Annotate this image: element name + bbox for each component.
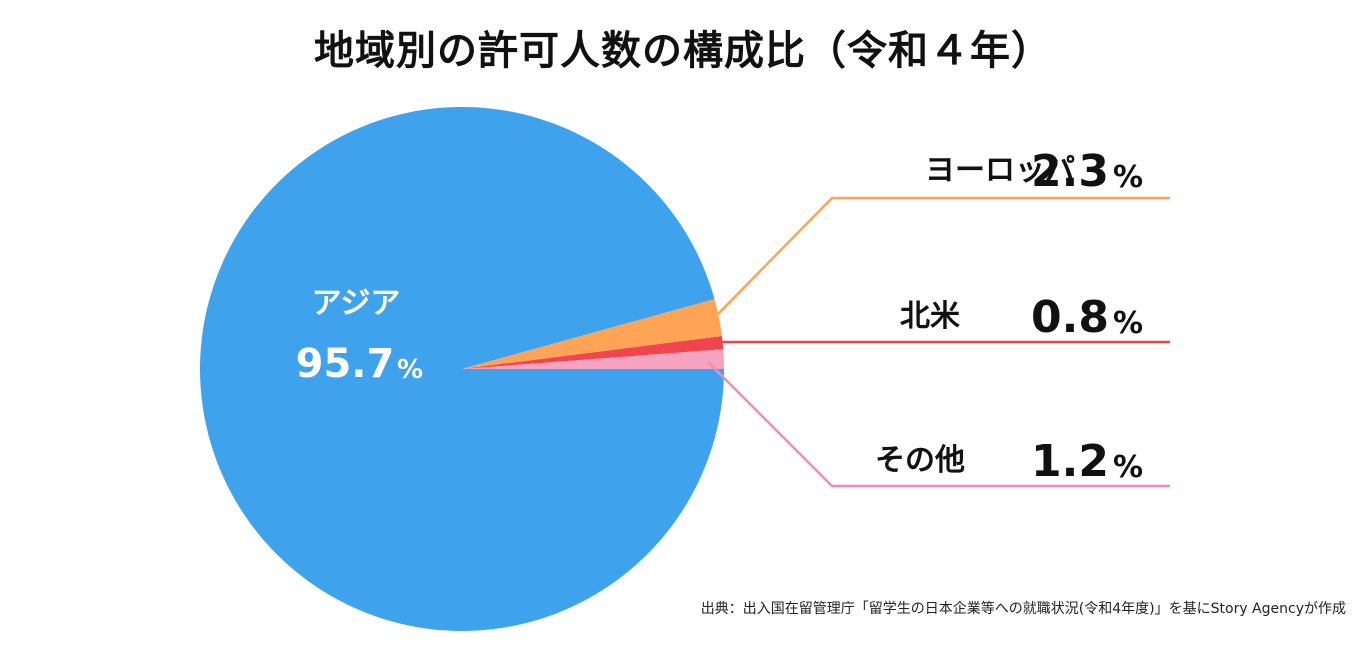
pie-slice-other <box>462 349 724 369</box>
data-label-other: 1.2 <box>1031 436 1109 487</box>
pie-slice-asia <box>200 106 725 631</box>
leader-line-other <box>707 361 1170 488</box>
legend-label-europe: ヨーロッパ <box>925 153 1075 188</box>
data-label-north-america: 0.8 <box>1031 292 1109 343</box>
pie-slice-europe <box>462 299 722 369</box>
data-unit-other: % <box>1113 450 1143 485</box>
source-note: 出典：出入国在留管理庁「留学生の日本企業等への就職状況(令和4年度)」を基にSt… <box>700 601 1346 617</box>
slice-unit-asia: % <box>397 355 423 385</box>
data-unit-europe: % <box>1113 160 1143 195</box>
data-label-europe: 2.3 <box>1031 146 1109 197</box>
leader-line-europe <box>717 196 1170 315</box>
slice-label-asia: アジア <box>312 286 401 321</box>
chart-title: 地域別の許可人数の構成比（令和４年） <box>314 28 1052 74</box>
legend-label-other: その他 <box>875 443 965 478</box>
data-unit-north-america: % <box>1113 306 1143 341</box>
pie-slice-north-america <box>462 336 724 369</box>
legend-label-north-america: 北米 <box>900 299 960 334</box>
slice-value-asia: 95.7 <box>296 341 395 387</box>
